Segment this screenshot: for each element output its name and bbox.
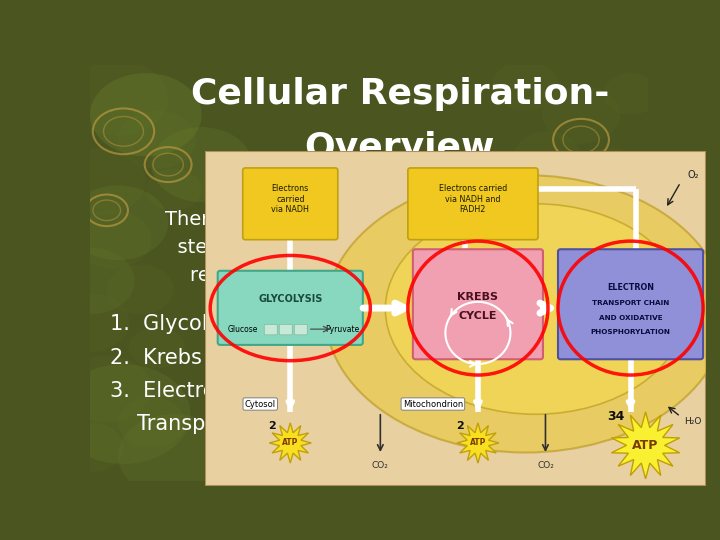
Circle shape — [68, 185, 168, 260]
FancyBboxPatch shape — [408, 168, 538, 240]
Circle shape — [62, 356, 151, 422]
Circle shape — [90, 73, 202, 156]
FancyBboxPatch shape — [217, 271, 363, 345]
Circle shape — [129, 327, 185, 368]
Text: KREBS: KREBS — [457, 292, 498, 302]
Text: 3.  Electron: 3. Electron — [109, 381, 228, 401]
Circle shape — [51, 294, 129, 352]
Ellipse shape — [385, 204, 685, 414]
FancyBboxPatch shape — [279, 325, 292, 335]
Polygon shape — [611, 412, 680, 479]
Polygon shape — [457, 423, 499, 463]
FancyBboxPatch shape — [413, 249, 543, 359]
FancyBboxPatch shape — [558, 249, 703, 359]
Text: Pyruvate: Pyruvate — [325, 325, 360, 334]
Text: CYCLE: CYCLE — [459, 311, 498, 321]
Text: 2.  Krebs cycle: 2. Krebs cycle — [109, 348, 262, 368]
Text: Cytosol: Cytosol — [245, 400, 276, 409]
Circle shape — [151, 127, 252, 202]
Text: Electrons carried
via NADH and
FADH2: Electrons carried via NADH and FADH2 — [438, 184, 507, 214]
Circle shape — [118, 397, 185, 447]
Text: ATP: ATP — [469, 438, 486, 448]
Text: ATP: ATP — [632, 439, 659, 452]
Circle shape — [542, 85, 620, 144]
Text: TRANSPORT CHAIN: TRANSPORT CHAIN — [592, 300, 669, 306]
Text: Overview: Overview — [305, 131, 495, 165]
Text: H₂O: H₂O — [685, 417, 702, 426]
Circle shape — [56, 148, 145, 214]
Circle shape — [73, 211, 151, 268]
Circle shape — [475, 373, 542, 422]
Circle shape — [45, 248, 135, 314]
FancyBboxPatch shape — [264, 325, 277, 335]
Circle shape — [57, 422, 124, 472]
Text: 2: 2 — [269, 421, 276, 431]
Circle shape — [56, 364, 190, 464]
Circle shape — [145, 168, 202, 211]
Circle shape — [503, 431, 570, 481]
Circle shape — [118, 111, 196, 168]
Polygon shape — [269, 423, 311, 463]
Text: 1.  Glycolysis: 1. Glycolysis — [109, 314, 247, 334]
FancyBboxPatch shape — [243, 168, 338, 240]
Circle shape — [603, 73, 660, 114]
FancyBboxPatch shape — [294, 325, 307, 335]
Text: O₂: O₂ — [688, 170, 699, 180]
Circle shape — [514, 131, 581, 181]
Ellipse shape — [325, 175, 720, 453]
Text: CO₂: CO₂ — [537, 461, 554, 470]
Circle shape — [581, 148, 637, 190]
Circle shape — [593, 368, 648, 410]
Text: ATP: ATP — [282, 438, 299, 448]
Text: 2: 2 — [456, 421, 464, 431]
Text: PHOSPHORYLATION: PHOSPHORYLATION — [590, 329, 670, 335]
Text: GLYCOLYSIS: GLYCOLYSIS — [258, 294, 323, 305]
Text: ELECTRON: ELECTRON — [607, 283, 654, 292]
Text: Electrons
carried
via NADH: Electrons carried via NADH — [271, 184, 309, 214]
Text: Cellular Respiration-: Cellular Respiration- — [191, 77, 609, 111]
Circle shape — [107, 265, 174, 314]
Text: Glucose: Glucose — [228, 325, 258, 334]
Text: 34: 34 — [607, 410, 624, 423]
Text: CO₂: CO₂ — [372, 461, 389, 470]
Circle shape — [526, 393, 603, 451]
Circle shape — [609, 165, 676, 214]
Text: Transport Chain: Transport Chain — [138, 414, 301, 434]
Circle shape — [118, 414, 230, 497]
Circle shape — [68, 60, 168, 136]
Text: Mitochondrion: Mitochondrion — [402, 400, 463, 409]
Circle shape — [492, 60, 559, 111]
Text: AND OXIDATIVE: AND OXIDATIVE — [599, 315, 662, 321]
Text: There are 3 major
  steps to cellular
    respiration:: There are 3 major steps to cellular resp… — [166, 210, 341, 285]
